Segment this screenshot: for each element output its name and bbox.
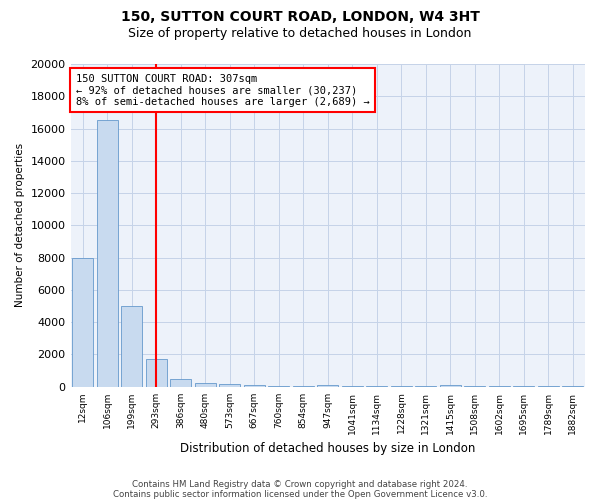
- Bar: [97, 120, 118, 386]
- Text: Size of property relative to detached houses in London: Size of property relative to detached ho…: [128, 28, 472, 40]
- Bar: [121, 306, 142, 386]
- Text: 150, SUTTON COURT ROAD, LONDON, W4 3HT: 150, SUTTON COURT ROAD, LONDON, W4 3HT: [121, 10, 479, 24]
- Bar: [146, 360, 167, 386]
- Bar: [220, 384, 240, 386]
- Bar: [73, 258, 93, 386]
- Bar: [244, 385, 265, 386]
- Bar: [195, 382, 215, 386]
- Text: Contains HM Land Registry data © Crown copyright and database right 2024.: Contains HM Land Registry data © Crown c…: [132, 480, 468, 489]
- X-axis label: Distribution of detached houses by size in London: Distribution of detached houses by size …: [180, 442, 475, 455]
- Bar: [440, 385, 461, 386]
- Bar: [317, 385, 338, 386]
- Text: 150 SUTTON COURT ROAD: 307sqm
← 92% of detached houses are smaller (30,237)
8% o: 150 SUTTON COURT ROAD: 307sqm ← 92% of d…: [76, 74, 370, 107]
- Bar: [170, 378, 191, 386]
- Text: Contains public sector information licensed under the Open Government Licence v3: Contains public sector information licen…: [113, 490, 487, 499]
- Y-axis label: Number of detached properties: Number of detached properties: [15, 144, 25, 308]
